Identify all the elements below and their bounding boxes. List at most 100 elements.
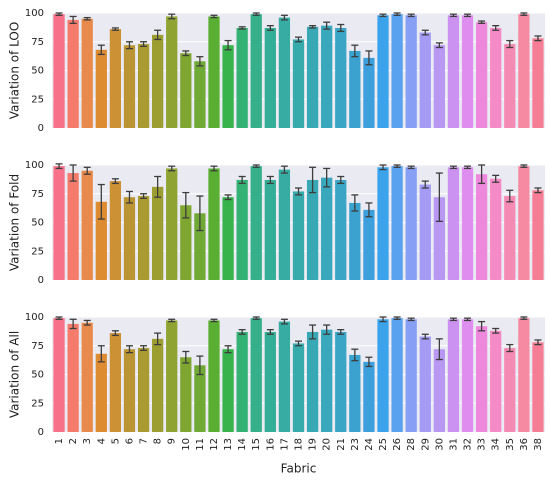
x-tick-label: 13	[223, 438, 234, 451]
x-tick-label: 9	[167, 438, 178, 444]
bar	[81, 18, 93, 128]
bar	[349, 202, 361, 280]
bar	[180, 53, 192, 128]
x-tick-label: 21	[336, 438, 347, 451]
bar	[447, 167, 460, 280]
x-tick-label: 16	[265, 438, 276, 451]
bar	[377, 167, 389, 280]
bar	[292, 343, 305, 432]
y-tick-label: 0	[38, 427, 44, 438]
bar	[95, 201, 107, 280]
bar	[208, 16, 220, 129]
bar	[391, 318, 403, 432]
x-tick-label: 23	[350, 438, 361, 451]
bar	[152, 34, 164, 128]
bar	[264, 179, 276, 280]
x-tick-label: 1	[54, 438, 65, 444]
x-tick-label: 32	[463, 438, 474, 451]
bar	[137, 196, 150, 280]
bar	[81, 322, 93, 432]
x-tick-label: 5	[110, 438, 121, 444]
bar	[250, 14, 262, 128]
x-tick-label: 35	[505, 438, 516, 451]
bar	[137, 44, 150, 128]
bar	[81, 170, 93, 280]
x-tick-label: 2	[68, 438, 79, 444]
x-tick-label: 8	[153, 438, 164, 444]
bar	[166, 168, 178, 280]
bar	[222, 45, 234, 129]
bar	[391, 14, 403, 128]
bar	[278, 169, 291, 280]
bar	[53, 166, 65, 280]
bar	[433, 197, 445, 280]
bar	[166, 320, 178, 432]
bar	[363, 209, 375, 280]
y-axis-label: Variation of Fold	[8, 174, 22, 271]
bar	[363, 57, 375, 128]
bar	[67, 323, 79, 432]
bar	[236, 331, 248, 432]
y-tick-label: 75	[31, 189, 44, 200]
bar	[306, 331, 319, 432]
bar	[321, 25, 333, 128]
bar	[264, 331, 276, 432]
x-tick-label: 24	[364, 438, 375, 451]
bar	[194, 365, 206, 432]
x-tick-label: 34	[491, 438, 502, 451]
bar	[180, 357, 192, 432]
bar	[518, 318, 530, 432]
x-tick-label: 31	[448, 438, 459, 451]
bar	[321, 329, 333, 432]
x-tick-label: 7	[139, 438, 150, 444]
bar	[518, 166, 530, 280]
bar	[123, 349, 136, 432]
x-tick-label: 26	[392, 438, 403, 451]
bar	[405, 167, 417, 280]
bar	[532, 38, 544, 128]
x-tick-label: 11	[195, 438, 206, 451]
bar	[405, 319, 417, 432]
bar	[222, 349, 234, 432]
bar	[67, 19, 79, 128]
bar	[433, 45, 445, 129]
bar	[137, 348, 150, 432]
x-tick-label: 33	[477, 438, 488, 451]
bar	[236, 27, 248, 129]
bar	[194, 61, 206, 128]
bar	[123, 45, 136, 129]
bar	[349, 50, 361, 129]
x-tick-label: 19	[308, 438, 319, 451]
bar	[306, 26, 319, 128]
bar	[504, 44, 516, 128]
bar	[109, 29, 122, 129]
x-tick-label: 17	[279, 438, 290, 451]
x-tick-label: 12	[209, 438, 220, 451]
x-tick-label: 3	[82, 438, 93, 444]
x-tick-label: 14	[237, 438, 248, 451]
bar	[53, 318, 65, 432]
bar	[419, 184, 431, 280]
x-tick-label: 6	[124, 438, 135, 444]
bar	[278, 321, 291, 432]
bar	[419, 336, 431, 432]
bar	[264, 27, 276, 129]
bar	[335, 331, 347, 432]
bar	[475, 174, 488, 280]
bar	[321, 177, 333, 280]
bar	[166, 16, 178, 129]
bar	[67, 173, 79, 280]
x-tick-label: 4	[96, 438, 107, 444]
y-tick-label: 25	[31, 398, 44, 409]
y-tick-label: 100	[25, 8, 44, 19]
bar	[109, 333, 122, 432]
y-axis-label: Variation of LOO	[8, 22, 22, 120]
x-tick-label: 36	[519, 438, 530, 451]
y-tick-label: 25	[31, 246, 44, 257]
bar	[180, 205, 192, 280]
y-tick-label: 25	[31, 94, 44, 105]
bar	[123, 197, 136, 280]
y-tick-label: 100	[25, 160, 44, 171]
bar	[278, 17, 291, 129]
